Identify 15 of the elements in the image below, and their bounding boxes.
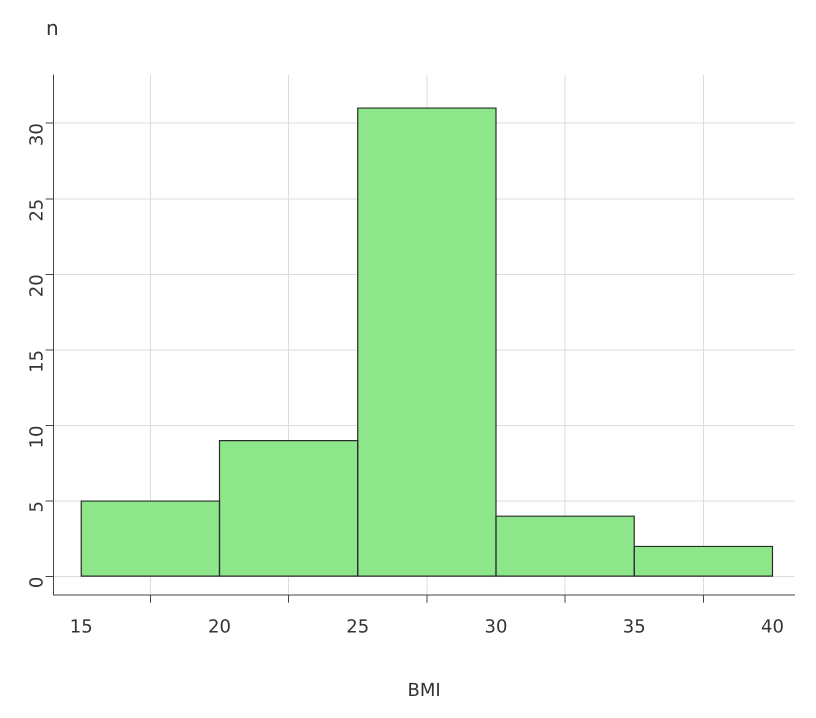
y-axis-title: n [45,15,60,42]
x-tick-label: 25 [346,616,370,638]
y-tick-label: 20 [26,274,48,298]
x-tick-label: 35 [622,616,646,638]
y-tick-label: 10 [26,426,48,448]
x-tick-label: 15 [70,616,93,638]
x-tick-label: 20 [208,616,231,638]
x-tick-label: 40 [761,616,784,638]
x-axis-title: BMI [408,680,441,701]
y-tick-label: 0 [26,576,48,588]
y-tick-label: 15 [26,350,48,373]
x-tick-label: 30 [484,616,508,638]
y-tick-label: 5 [26,501,48,513]
y-tick-label: 30 [26,123,48,146]
y-tick-label: 25 [26,198,48,222]
